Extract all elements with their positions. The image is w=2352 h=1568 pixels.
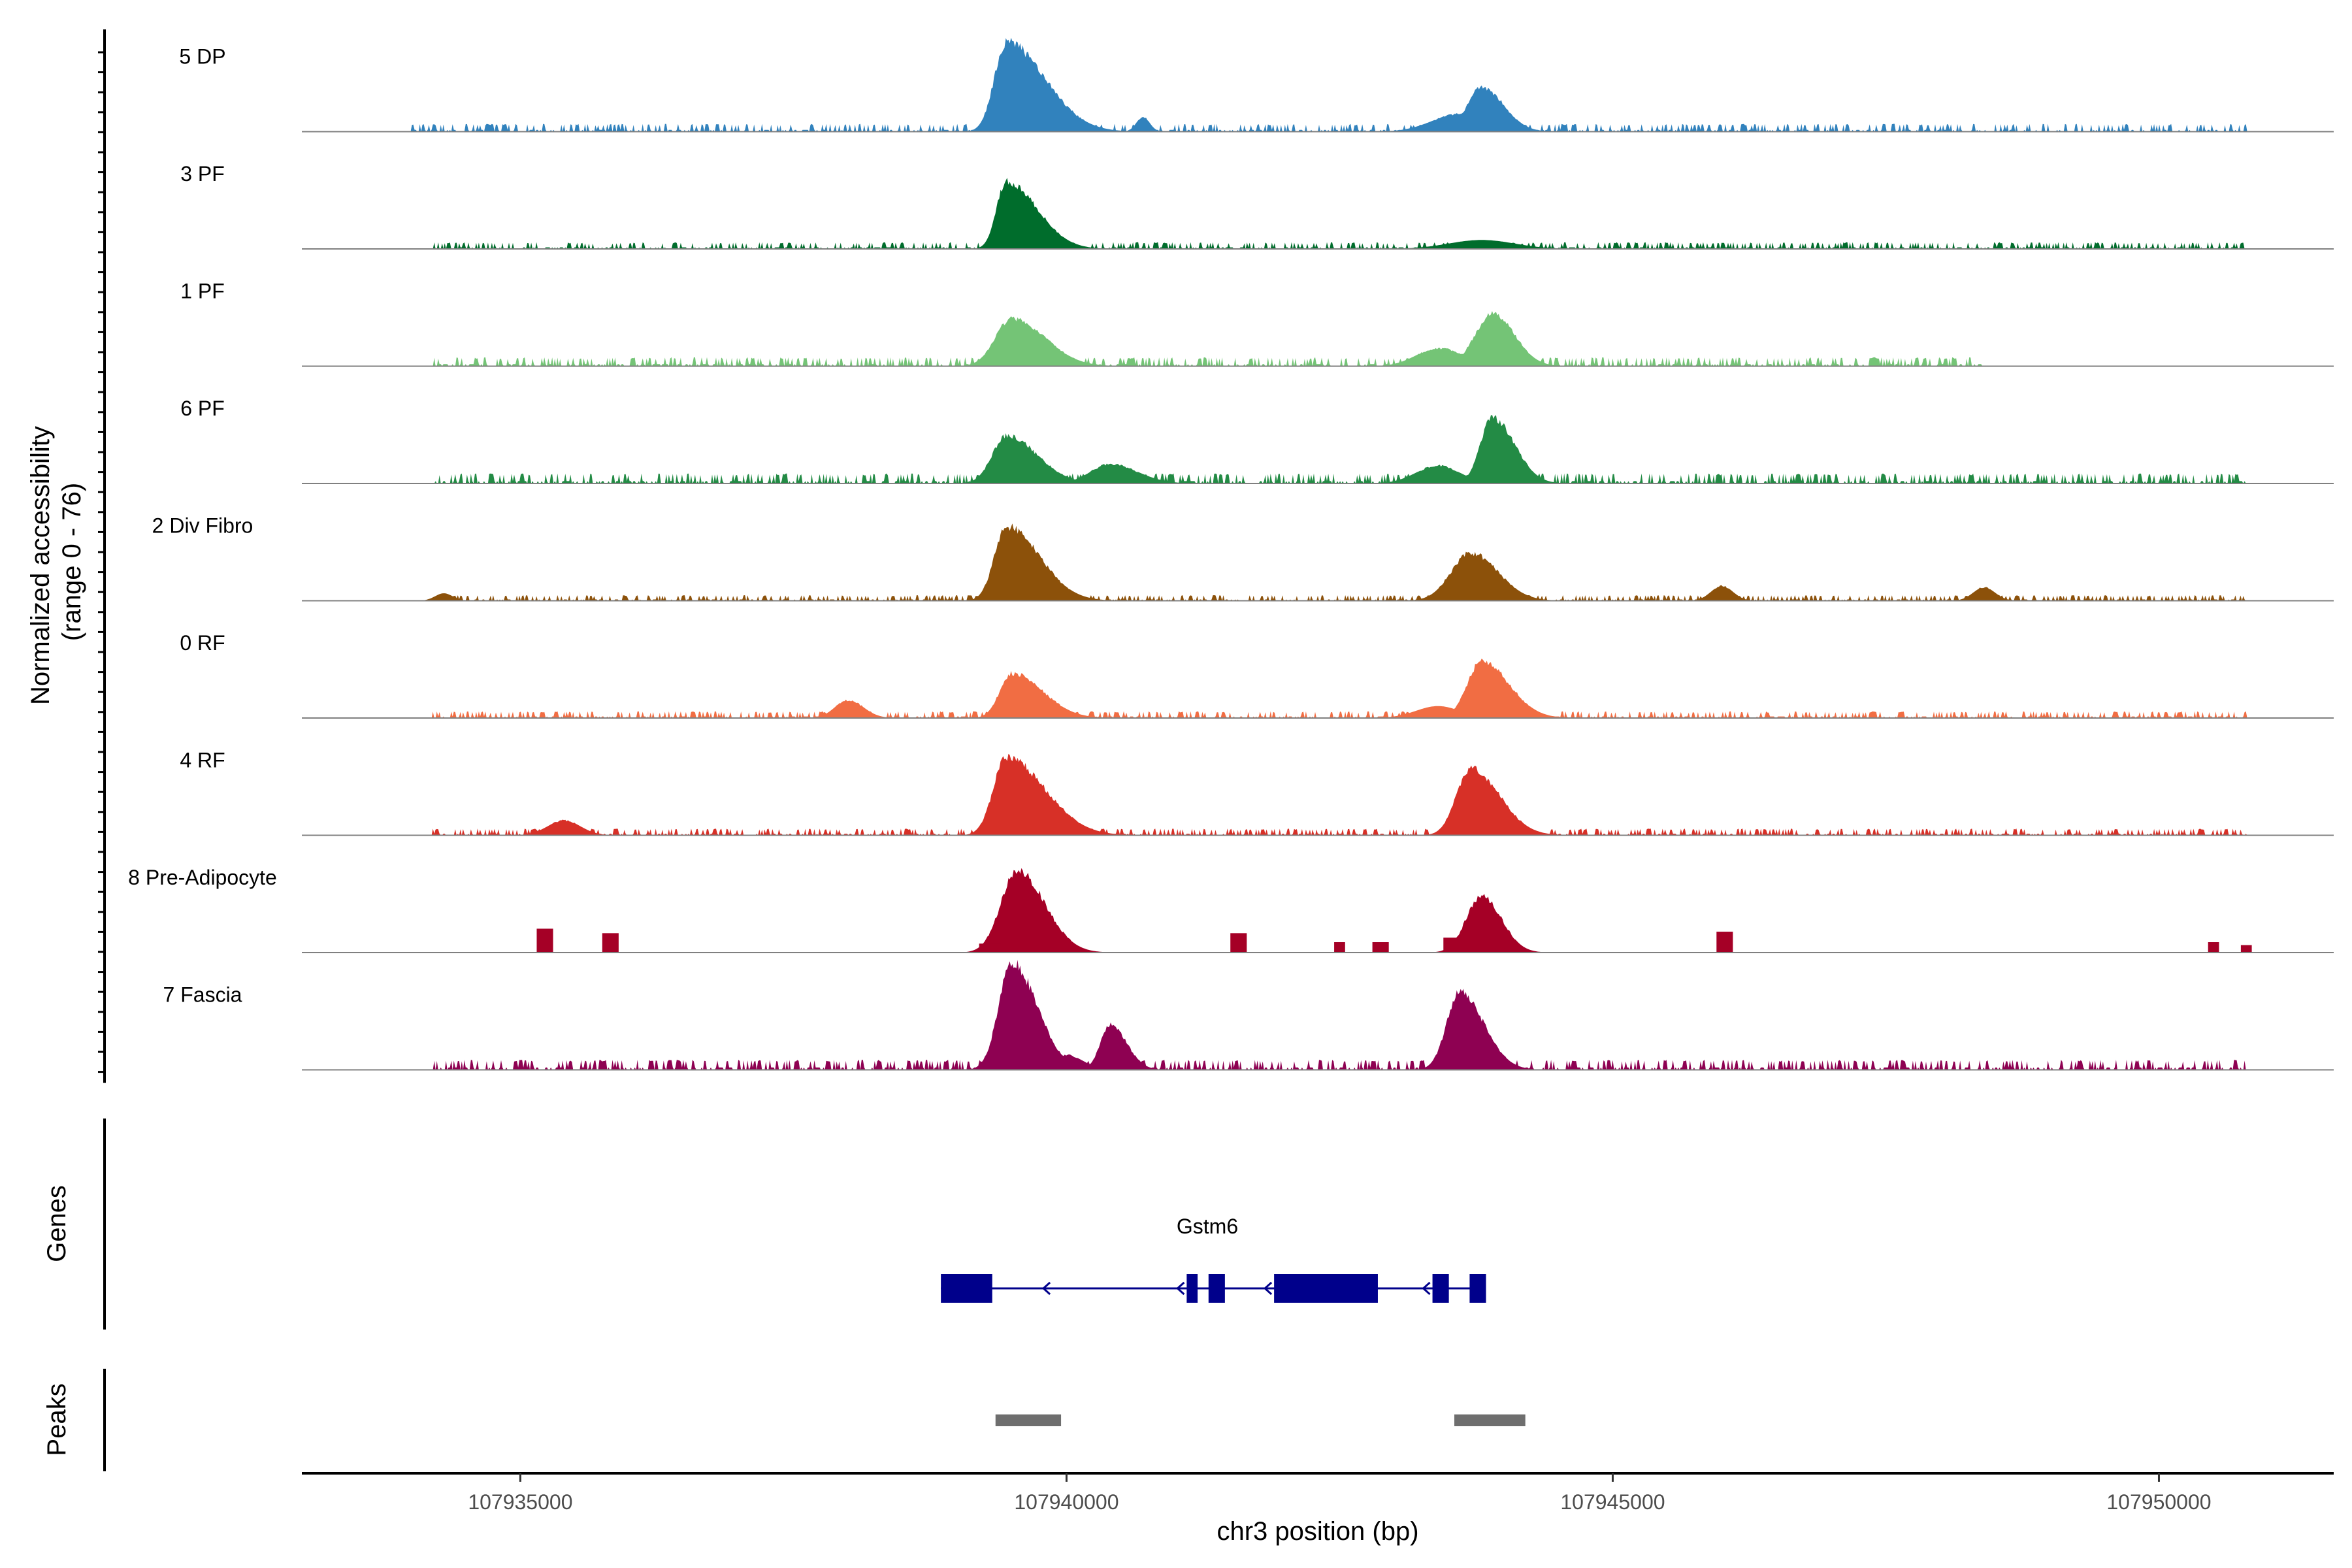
coverage-tracks: 5 DP 3 PF 1 PF 6 PF 2 Div Fibro 0 RF 4 RF 8 Pre…: [128, 37, 2334, 1071]
coverage-area-5-dp: [302, 37, 2334, 132]
gene-exon: [1469, 1274, 1486, 1303]
coverage-block: [2240, 945, 2252, 953]
x-tick-label: 107945000: [1560, 1490, 1665, 1514]
coverage-block: [2208, 942, 2219, 953]
gene-exon: [1186, 1274, 1198, 1303]
track-label-5-dp: 5 DP: [179, 44, 225, 68]
track-2-div-fibro: 2 Div Fibro: [152, 514, 2334, 602]
coverage-block: [1443, 938, 1460, 953]
gene-exon: [1208, 1274, 1225, 1303]
coverage-block: [536, 928, 553, 953]
track-5-dp: 5 DP: [179, 37, 2334, 133]
track-label-4-rf: 4 RF: [180, 748, 225, 772]
strand-arrow: [1176, 1281, 1185, 1296]
coverage-y-axis: [98, 29, 106, 1083]
peak-region: [995, 1414, 1062, 1426]
peak-regions: [995, 1414, 1526, 1426]
track-3-pf: 3 PF: [180, 162, 2334, 250]
track-label-3-pf: 3 PF: [180, 162, 225, 186]
coverage-block: [1372, 942, 1389, 953]
x-axis: 107935000 107940000 107945000 107950000: [468, 1473, 2212, 1514]
track-label-6-pf: 6 PF: [180, 397, 225, 420]
gene-exon: [941, 1274, 992, 1303]
coverage-area-0-rf: [302, 659, 2334, 718]
track-7-fascia: 7 Fascia: [163, 960, 2334, 1071]
gene-exon: [1432, 1274, 1449, 1303]
track-0-rf: 0 RF: [180, 631, 2334, 719]
x-tick-label: 107935000: [468, 1490, 572, 1514]
strand-arrow: [1263, 1281, 1273, 1296]
x-tick-label: 107950000: [2106, 1490, 2211, 1514]
track-label-2-div-fibro: 2 Div Fibro: [152, 514, 253, 537]
coverage-block: [1334, 942, 1345, 953]
coverage-block: [1716, 932, 1733, 953]
track-label-1-pf: 1 PF: [180, 279, 225, 302]
coverage-area-7-fascia: [302, 960, 2334, 1070]
peaks-track-label: Peaks: [42, 1383, 71, 1456]
peak-region: [1454, 1414, 1526, 1426]
coverage-area-3-pf: [302, 178, 2334, 249]
x-axis-label: chr3 position (bp): [1217, 1517, 1418, 1546]
y-axis-label-line-2: (range 0 - 76): [57, 483, 86, 641]
coverage-block: [602, 933, 619, 953]
track-1-pf: 1 PF: [180, 279, 2334, 367]
track-6-pf: 6 PF: [180, 397, 2334, 484]
coverage-block: [979, 943, 1002, 953]
y-axis-label-line-1: Normalized accessibility: [26, 426, 55, 705]
coverage-area-1-pf: [302, 311, 2334, 367]
coverage-area-4-rf: [302, 753, 2334, 836]
genes-track-label: Genes: [42, 1185, 71, 1262]
y-axis-label: Normalized accessibility (range 0 - 76): [26, 419, 86, 705]
coverage-area-6-pf: [302, 415, 2334, 483]
strand-arrow: [1422, 1281, 1431, 1296]
track-label-0-rf: 0 RF: [180, 631, 225, 655]
x-tick-label: 107940000: [1014, 1490, 1119, 1514]
gene-label: Gstm6: [1177, 1215, 1238, 1238]
gene-exon: [1274, 1274, 1378, 1303]
coverage-block: [1230, 933, 1247, 953]
track-8-pre-adipocyte: 8 Pre-Adipocyte: [128, 866, 2334, 953]
gene-model: [941, 1274, 1486, 1303]
track-label-7-fascia: 7 Fascia: [163, 983, 242, 1006]
coverage-area-2-div-fibro: [302, 523, 2334, 601]
track-4-rf: 4 RF: [180, 748, 2334, 836]
track-label-8-pre-adipocyte: 8 Pre-Adipocyte: [128, 866, 277, 889]
strand-arrow: [1041, 1281, 1051, 1296]
